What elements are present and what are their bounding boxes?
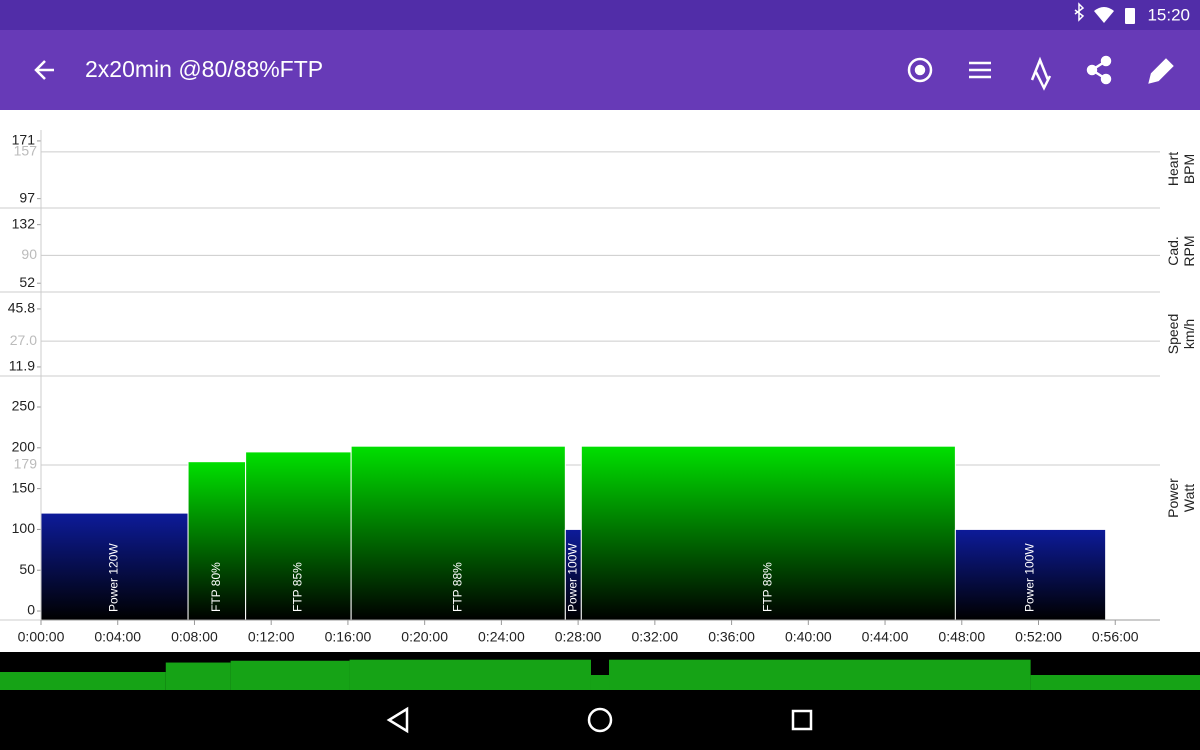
axis-label: PowerWatt: [1165, 478, 1197, 518]
record-button[interactable]: [907, 57, 933, 83]
x-tick-label: 0:20:00: [401, 629, 448, 645]
x-tick-label: 0:08:00: [171, 629, 218, 645]
edit-button[interactable]: [1148, 58, 1174, 84]
x-tick-label: 0:16:00: [325, 629, 372, 645]
interval-label: FTP 88%: [761, 562, 775, 612]
wifi-icon: [1094, 7, 1114, 23]
nav-recents[interactable]: [791, 709, 813, 731]
overview-bar: [590, 675, 610, 690]
strava-button[interactable]: [1030, 56, 1052, 91]
x-tick-label: 0:00:00: [18, 629, 65, 645]
y-tick-label: 11.9: [9, 358, 35, 374]
bluetooth-icon: [1074, 2, 1085, 22]
nav-back[interactable]: [386, 706, 409, 734]
avg-label: 27.0: [10, 332, 37, 348]
y-tick-label: 132: [12, 215, 36, 231]
overview-bar: [165, 662, 231, 690]
interval-bar: [580, 445, 956, 621]
x-tick-label: 0:12:00: [248, 629, 295, 645]
chart: 157 97 171 HeartBPM 90 52 132 Cad.RPM 27.0 11.9 45…: [0, 130, 1197, 645]
nav-buttons: [386, 706, 813, 734]
overview: [0, 659, 1200, 690]
x-tick-label: 0:28:00: [555, 629, 602, 645]
y-tick-label: 0: [27, 602, 35, 618]
interval-bar: [954, 528, 1107, 621]
y-tick-label: 50: [19, 561, 35, 577]
x-tick-label: 0:40:00: [785, 629, 832, 645]
axis-label-line: Cad.: [1165, 236, 1181, 266]
back-button[interactable]: [34, 60, 54, 80]
avg-label: 179: [14, 456, 38, 472]
y-tick-label: 100: [12, 520, 36, 536]
y-tick-label: 250: [12, 398, 36, 414]
toolbar: [0, 30, 1200, 110]
axis-label-line: BPM: [1181, 154, 1197, 184]
interval-label: Power 120W: [107, 543, 121, 612]
battery-icon: [1125, 8, 1135, 24]
avg-label: 157: [14, 143, 38, 159]
overview-bar: [349, 659, 591, 690]
overview-bar: [230, 660, 350, 690]
status-bar: [0, 0, 1200, 30]
list-button[interactable]: [969, 61, 991, 79]
y-tick-label: 150: [12, 479, 36, 495]
axis-label-line: Speed: [1165, 314, 1181, 354]
avg-label: 90: [21, 246, 37, 262]
x-tick-label: 0:24:00: [478, 629, 525, 645]
x-tick-label: 0:56:00: [1092, 629, 1139, 645]
interval-label: FTP 80%: [209, 562, 223, 612]
y-tick-label: 45.8: [8, 300, 35, 316]
overview-bar: [1030, 675, 1200, 690]
interval-label: Power 100W: [1023, 543, 1037, 612]
axis-label-line: RPM: [1181, 235, 1197, 266]
nav-home[interactable]: [587, 707, 613, 733]
interval-label: Power 100W: [565, 543, 579, 612]
status-icons: [1074, 2, 1135, 24]
x-tick-label: 0:32:00: [631, 629, 678, 645]
x-tick-label: 0:52:00: [1015, 629, 1062, 645]
clock: 15:20: [1147, 5, 1190, 24]
axis-label-line: Heart: [1165, 152, 1181, 186]
x-tick-label: 0:48:00: [938, 629, 985, 645]
x-tick-label: 0:44:00: [862, 629, 909, 645]
y-tick-label: 52: [19, 274, 35, 290]
interval-label: FTP 88%: [450, 562, 464, 612]
axis-label-line: Power: [1165, 478, 1181, 518]
y-tick-label: 97: [19, 189, 35, 205]
y-tick-label: 171: [12, 132, 36, 148]
interval-bar: [245, 451, 352, 621]
toolbar-title: 2x20min @80/88%FTP: [85, 56, 323, 82]
toolbar-actions: [907, 55, 1174, 91]
y-tick-label: 200: [12, 439, 36, 455]
axis-label: Cad.RPM: [1165, 235, 1197, 266]
interval-label: FTP 85%: [291, 562, 305, 612]
x-tick-label: 0:36:00: [708, 629, 755, 645]
nav-bar: [0, 690, 1200, 750]
overview-bar: [0, 672, 166, 690]
overview-bar: [609, 659, 1031, 690]
axis-label: Speedkm/h: [1165, 314, 1197, 354]
axis-label: HeartBPM: [1165, 152, 1197, 186]
axis-label-line: Watt: [1181, 484, 1197, 512]
x-tick-label: 0:04:00: [94, 629, 141, 645]
share-button[interactable]: [1086, 55, 1112, 85]
axis-label-line: km/h: [1181, 319, 1197, 349]
interval-bar: [40, 512, 189, 621]
